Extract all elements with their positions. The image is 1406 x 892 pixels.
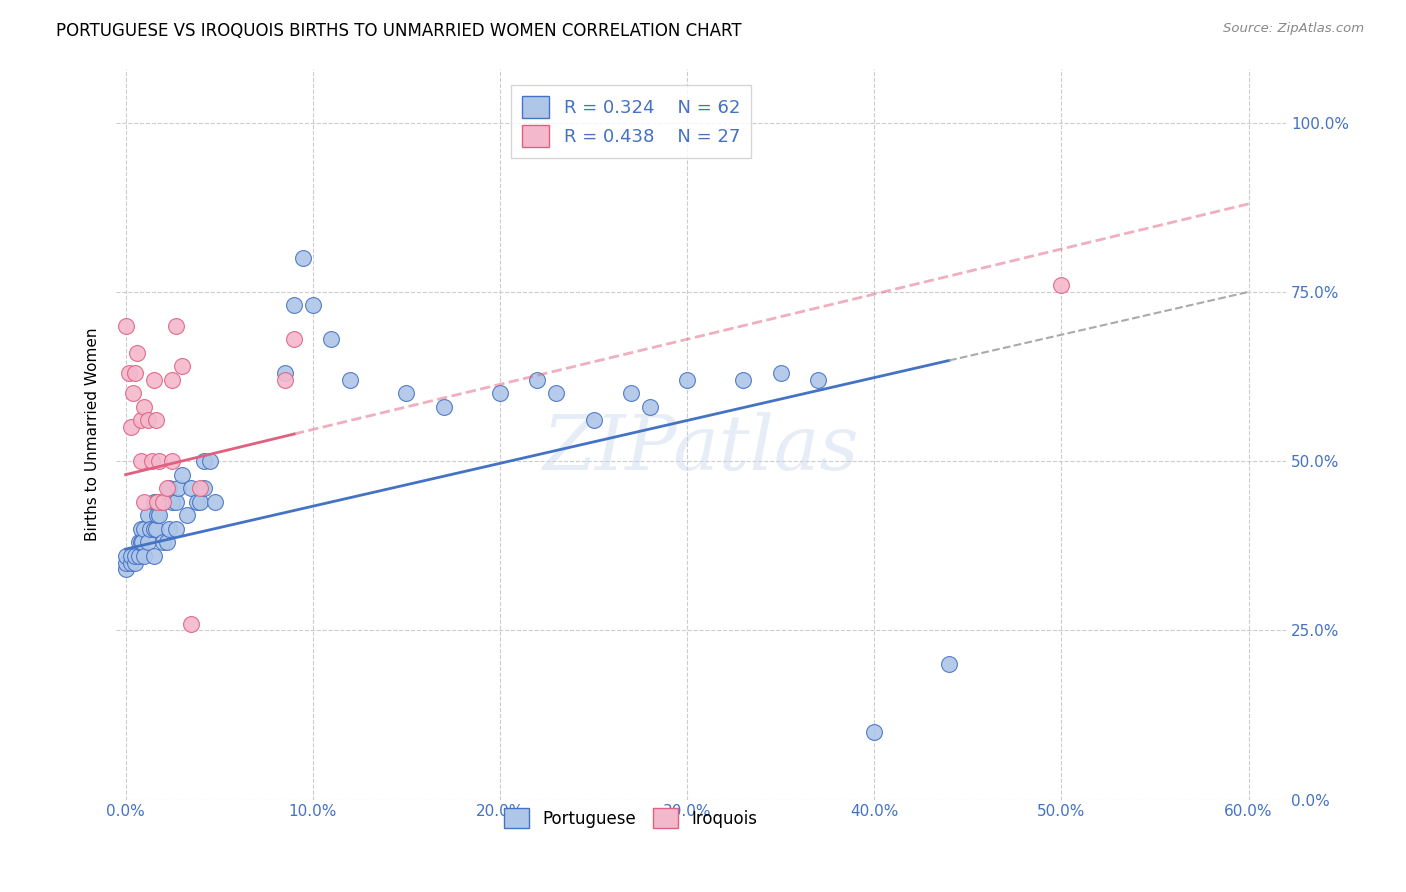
Point <box>134 522 156 536</box>
Point <box>152 535 174 549</box>
Point <box>162 373 184 387</box>
Point <box>129 454 152 468</box>
Point <box>165 318 187 333</box>
Point <box>638 400 661 414</box>
Point <box>139 522 162 536</box>
Point <box>134 494 156 508</box>
Point <box>733 373 755 387</box>
Point <box>395 386 418 401</box>
Point <box>620 386 643 401</box>
Point <box>769 366 792 380</box>
Point <box>129 535 152 549</box>
Point <box>136 508 159 523</box>
Y-axis label: Births to Unmarried Women: Births to Unmarried Women <box>86 327 100 541</box>
Point <box>433 400 456 414</box>
Point <box>146 494 169 508</box>
Point <box>120 549 142 563</box>
Point <box>114 318 136 333</box>
Point <box>120 556 142 570</box>
Point <box>156 481 179 495</box>
Text: Source: ZipAtlas.com: Source: ZipAtlas.com <box>1223 22 1364 36</box>
Point <box>321 332 343 346</box>
Point <box>807 373 830 387</box>
Text: PORTUGUESE VS IROQUOIS BIRTHS TO UNMARRIED WOMEN CORRELATION CHART: PORTUGUESE VS IROQUOIS BIRTHS TO UNMARRI… <box>56 22 742 40</box>
Point <box>145 413 167 427</box>
Point <box>148 454 170 468</box>
Point <box>190 494 212 508</box>
Point <box>546 386 568 401</box>
Point <box>128 549 150 563</box>
Point <box>131 535 153 549</box>
Point <box>124 549 146 563</box>
Point <box>134 549 156 563</box>
Point <box>118 366 141 380</box>
Point <box>301 298 323 312</box>
Point <box>152 494 174 508</box>
Point <box>142 373 165 387</box>
Point <box>146 494 169 508</box>
Point <box>124 556 146 570</box>
Point <box>162 454 184 468</box>
Point <box>165 494 187 508</box>
Point <box>167 481 190 495</box>
Point <box>676 373 699 387</box>
Point <box>180 481 202 495</box>
Text: ZIPatlas: ZIPatlas <box>543 411 859 485</box>
Point <box>283 332 305 346</box>
Point <box>273 373 295 387</box>
Point <box>156 535 179 549</box>
Point <box>193 454 215 468</box>
Point <box>148 508 170 523</box>
Point <box>152 494 174 508</box>
Point <box>142 494 165 508</box>
Point <box>170 467 193 482</box>
Point <box>273 366 295 380</box>
Point <box>938 657 960 672</box>
Point <box>136 413 159 427</box>
Point <box>186 494 208 508</box>
Point <box>128 535 150 549</box>
Point <box>526 373 548 387</box>
Point <box>489 386 512 401</box>
Point <box>170 359 193 374</box>
Point <box>157 522 180 536</box>
Point <box>162 494 184 508</box>
Point <box>124 366 146 380</box>
Point <box>193 481 215 495</box>
Point <box>204 494 226 508</box>
Point <box>157 481 180 495</box>
Point <box>863 724 886 739</box>
Point <box>114 562 136 576</box>
Point <box>339 373 361 387</box>
Legend: Portuguese, Iroquois: Portuguese, Iroquois <box>498 801 763 835</box>
Point <box>1050 278 1073 293</box>
Point <box>180 616 202 631</box>
Point <box>190 481 212 495</box>
Point <box>129 413 152 427</box>
Point <box>129 522 152 536</box>
Point <box>134 400 156 414</box>
Point <box>122 386 145 401</box>
Point <box>145 522 167 536</box>
Point <box>141 454 163 468</box>
Point <box>292 251 315 265</box>
Point <box>136 535 159 549</box>
Point <box>114 549 136 563</box>
Point <box>142 522 165 536</box>
Point <box>114 556 136 570</box>
Point <box>198 454 221 468</box>
Point <box>125 346 148 360</box>
Point <box>176 508 198 523</box>
Point <box>142 549 165 563</box>
Point <box>582 413 605 427</box>
Point <box>283 298 305 312</box>
Point <box>165 522 187 536</box>
Point <box>120 420 142 434</box>
Point <box>146 508 169 523</box>
